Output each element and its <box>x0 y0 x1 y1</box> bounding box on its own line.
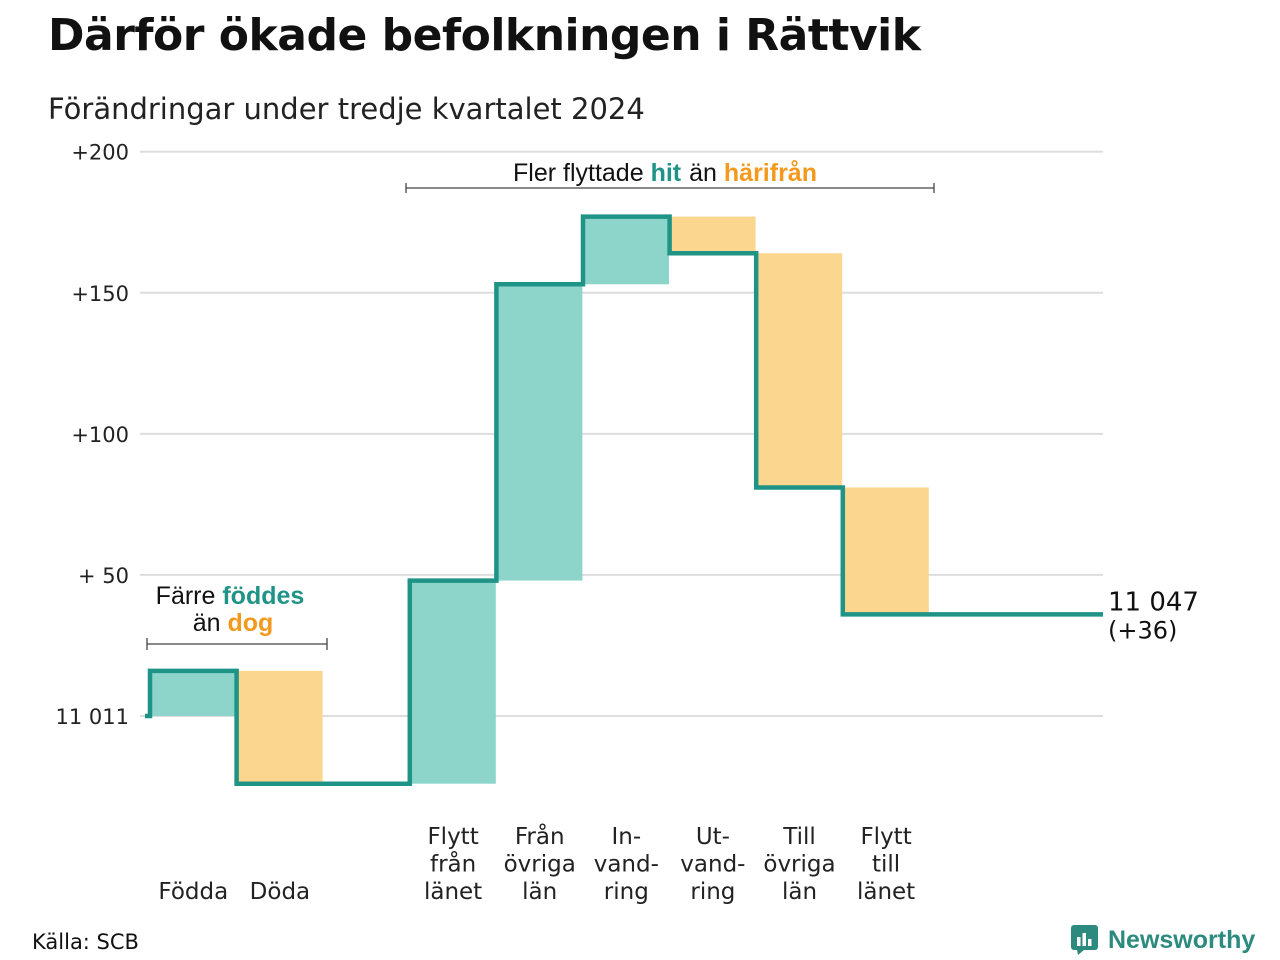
annotation-highlight-hit: hit <box>651 159 682 187</box>
category-label: Ut- <box>696 824 730 850</box>
annotation-text: än <box>193 609 228 637</box>
category-label: ring <box>690 879 735 905</box>
y-tick-label: 11 011 <box>56 705 129 729</box>
annotation-highlight-born: föddes <box>222 582 304 610</box>
category-label: In- <box>611 824 641 850</box>
waterfall-bar <box>583 216 669 285</box>
end-value-label: 11 047 <box>1108 587 1199 617</box>
category-label: Till <box>782 824 816 850</box>
cumulative-step-line <box>145 214 1103 786</box>
annotation-highlight-away: härifrån <box>724 159 817 187</box>
annotation-text: Färre <box>156 582 223 610</box>
category-label: vand- <box>594 852 659 878</box>
waterfall-chart: 11 011+ 50+100+150+200 Födda DödaFlyttfrå… <box>56 141 1199 905</box>
waterfall-bar <box>496 284 583 581</box>
category-label: Från <box>515 822 565 850</box>
newsworthy-logo-icon <box>1071 925 1098 955</box>
waterfall-bar <box>409 580 496 784</box>
category-label: till <box>872 852 900 878</box>
category-labels: Födda DödaFlyttfrånlänetFrånövrigalänIn-v… <box>158 822 915 905</box>
category-label: län <box>522 879 557 905</box>
chart-subtitle: Förändringar under tredje kvartalet 2024 <box>48 92 645 126</box>
end-value-layer: 11 047(+36) <box>1108 587 1199 644</box>
category-label: övriga <box>763 852 835 878</box>
annotation-moves: Fler flyttade hit än härifrån <box>405 159 935 193</box>
svg-text:än dog: än dog <box>193 609 274 637</box>
waterfall-bar <box>236 670 323 784</box>
y-tick-label: +200 <box>71 141 129 165</box>
annotation-bracket <box>405 183 935 193</box>
waterfall-bar <box>842 487 929 615</box>
annotation-text: Fler flyttade <box>513 159 651 187</box>
category-label: Flytt <box>860 824 911 850</box>
bars <box>150 216 929 784</box>
waterfall-bar <box>150 670 236 716</box>
newsworthy-logo: Newsworthy <box>1070 924 1255 956</box>
category-label: länet <box>857 879 915 905</box>
category-label: övriga <box>504 852 576 878</box>
category-label: ring <box>604 879 649 905</box>
y-tick-label: +150 <box>71 282 129 306</box>
category-label: Födda <box>158 879 228 905</box>
annotation-text: än <box>689 159 724 187</box>
annotation-highlight-died: dog <box>227 609 273 637</box>
annotation-bracket <box>146 638 328 650</box>
y-tick-label: + 50 <box>78 564 129 588</box>
step-line-layer <box>145 214 1103 786</box>
newsworthy-logo-text: Newsworthy <box>1108 925 1256 954</box>
y-axis-ticks: 11 011 + 50 +100 +150 +200 <box>56 141 129 729</box>
category-label: Döda <box>250 879 310 905</box>
waterfall-bar <box>669 216 756 254</box>
category-label: från <box>430 850 476 878</box>
category-label: vand- <box>680 852 745 878</box>
svg-text:Färre föddes: Färre föddes <box>156 582 305 610</box>
y-tick-label: +100 <box>71 423 129 447</box>
annotation-births-vs-deaths: Färre föddes än dog <box>146 582 328 650</box>
waterfall-bar <box>756 253 843 488</box>
end-change-label: (+36) <box>1108 616 1177 644</box>
category-label: länet <box>424 879 482 905</box>
category-label: län <box>782 879 817 905</box>
category-label: Flytt <box>427 824 478 850</box>
source-note: Källa: SCB <box>32 930 139 954</box>
chart-title: Därför ökade befolkningen i Rättvik <box>48 10 921 61</box>
